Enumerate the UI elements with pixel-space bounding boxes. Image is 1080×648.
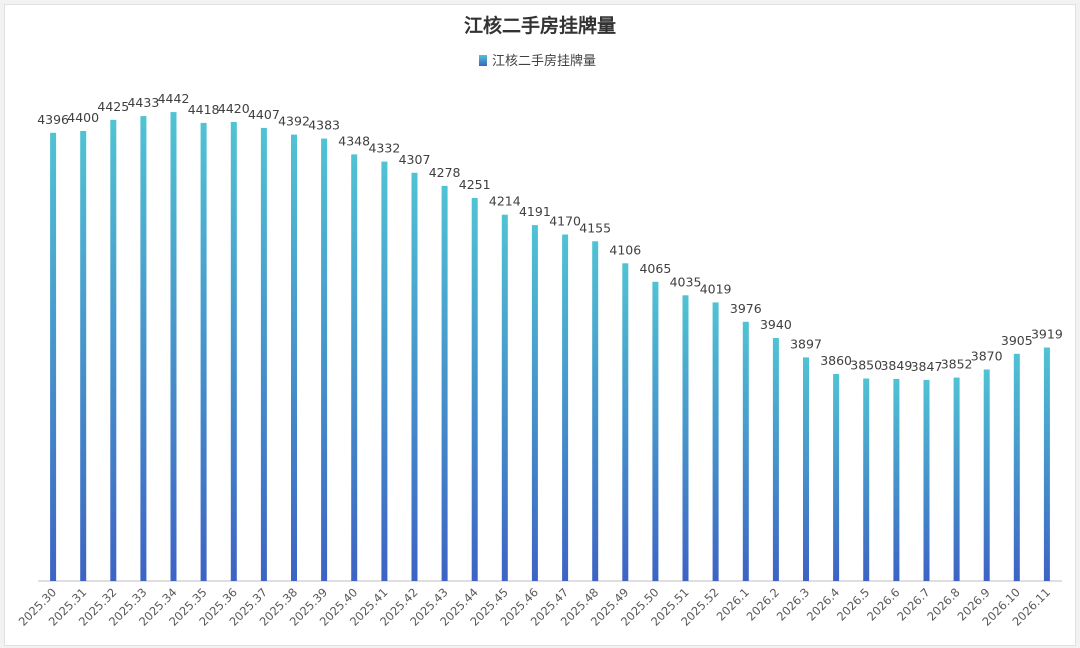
bar — [893, 378, 900, 581]
bar — [712, 302, 719, 581]
bar — [351, 154, 358, 581]
data-label: 3897 — [790, 336, 822, 351]
x-tick-labels-group: 2025.302025.312025.322025.332025.342025.… — [16, 585, 1053, 629]
x-tick-label: 2026.4 — [804, 585, 842, 623]
data-label: 4433 — [127, 95, 159, 110]
data-label: 4019 — [700, 281, 732, 296]
x-tick-label: 2026.5 — [834, 585, 872, 623]
data-label: 3849 — [880, 358, 912, 373]
bar — [531, 225, 538, 581]
bar — [833, 374, 840, 581]
data-label: 4278 — [429, 165, 461, 180]
legend: 江核二手房挂牌量 — [479, 53, 596, 69]
x-tick-label: 2026.2 — [744, 585, 782, 623]
data-label: 4348 — [338, 133, 370, 148]
data-label: 4307 — [399, 152, 431, 167]
data-label: 3905 — [1001, 333, 1033, 348]
x-tick-label: 2026.7 — [894, 585, 932, 623]
bar — [110, 119, 117, 582]
data-label: 4396 — [37, 112, 69, 127]
bar — [381, 161, 388, 581]
chart-title: 江核二手房挂牌量 — [464, 14, 616, 37]
data-label: 4251 — [459, 177, 491, 192]
bar — [321, 138, 328, 581]
bar — [562, 234, 569, 581]
bar — [803, 357, 809, 581]
data-label: 4155 — [579, 220, 611, 235]
bar — [1043, 347, 1050, 581]
bar — [170, 112, 177, 581]
bar — [230, 122, 237, 581]
x-tick-label: 2026.6 — [864, 585, 902, 623]
bar — [200, 122, 207, 582]
data-label: 4420 — [218, 101, 250, 116]
data-label: 3940 — [760, 317, 792, 332]
bar — [471, 198, 478, 581]
data-label: 4425 — [97, 99, 129, 114]
bar — [923, 379, 930, 581]
data-label: 4106 — [609, 242, 641, 257]
bar — [501, 214, 508, 581]
data-label: 4400 — [67, 110, 99, 125]
data-label: 3976 — [730, 301, 762, 316]
legend-label: 江核二手房挂牌量 — [492, 53, 596, 69]
x-tick-label: 2026.8 — [924, 585, 962, 623]
data-label: 4214 — [489, 194, 521, 209]
data-label: 4035 — [670, 274, 702, 289]
data-label: 4065 — [639, 261, 671, 276]
data-label: 3847 — [911, 359, 943, 374]
bar — [441, 185, 448, 581]
data-label: 3852 — [941, 357, 973, 372]
bar — [953, 377, 960, 581]
x-tick-label: 2026.1 — [714, 585, 752, 623]
bar — [772, 338, 779, 581]
data-label: 4383 — [308, 118, 340, 133]
data-label: 4332 — [368, 141, 400, 156]
data-label: 4191 — [519, 204, 551, 219]
data-label: 3919 — [1031, 327, 1063, 342]
bar — [50, 132, 57, 582]
bar — [682, 295, 689, 582]
data-label: 4170 — [549, 214, 581, 229]
bar — [622, 263, 629, 581]
legend-swatch — [479, 55, 487, 66]
bars-group — [50, 112, 1050, 582]
data-label: 4407 — [248, 107, 280, 122]
bar — [411, 172, 418, 582]
bar — [742, 321, 749, 581]
bar — [983, 369, 990, 581]
bar — [863, 378, 870, 581]
data-label: 4392 — [278, 114, 310, 129]
value-labels-group: 4396440044254433444244184420440743924383… — [37, 91, 1063, 374]
data-label: 3860 — [820, 353, 852, 368]
bar — [652, 281, 659, 582]
data-label: 4442 — [158, 91, 190, 106]
bar — [291, 134, 297, 581]
bar — [592, 241, 599, 582]
x-tick-label: 2026.3 — [774, 585, 812, 623]
bar — [260, 127, 267, 582]
bar — [140, 116, 147, 581]
bar — [1013, 353, 1020, 582]
data-label: 4418 — [188, 102, 220, 117]
data-label: 3850 — [850, 358, 882, 373]
data-label: 3870 — [971, 349, 1003, 364]
bar — [80, 131, 87, 581]
